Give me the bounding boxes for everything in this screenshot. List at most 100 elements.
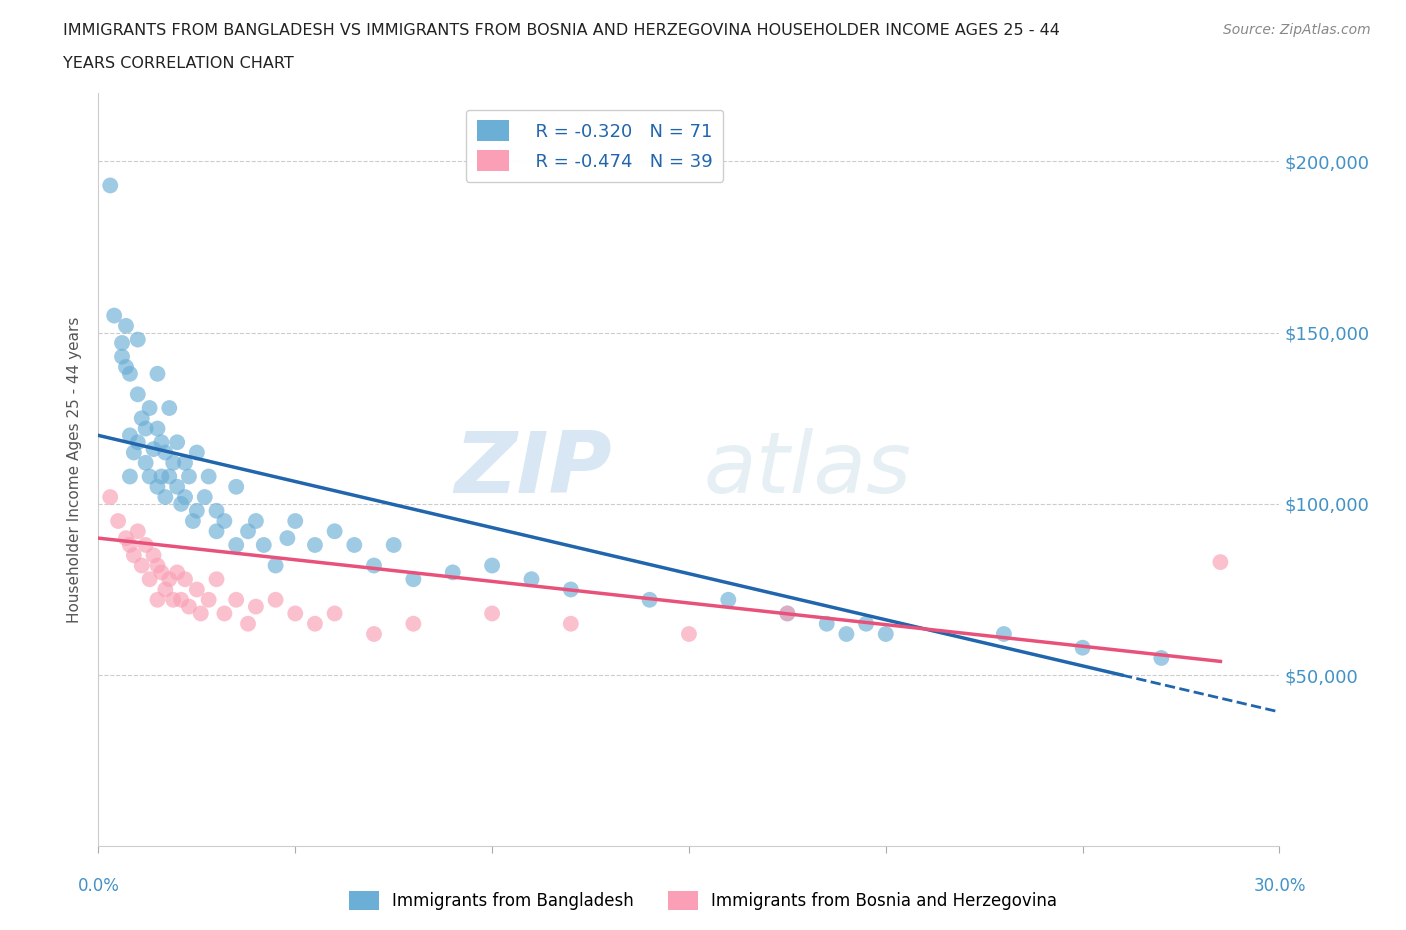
Point — [111, 336, 134, 351]
Point — [135, 456, 157, 471]
Point — [304, 538, 326, 552]
Text: 0.0%: 0.0% — [77, 877, 120, 895]
Point — [150, 435, 173, 450]
Point — [127, 435, 149, 450]
Point — [481, 558, 503, 573]
Point — [115, 318, 138, 333]
Point — [170, 497, 193, 512]
Point — [245, 599, 267, 614]
Point — [174, 489, 197, 504]
Point — [98, 489, 121, 504]
Point — [638, 592, 661, 607]
Point — [155, 489, 177, 504]
Point — [776, 606, 799, 621]
Point — [146, 366, 169, 381]
Point — [276, 531, 298, 546]
Point — [146, 479, 169, 494]
Point — [131, 558, 153, 573]
Point — [875, 627, 897, 642]
Point — [245, 513, 267, 528]
Point — [197, 592, 219, 607]
Point — [855, 617, 877, 631]
Point — [815, 617, 838, 631]
Point — [382, 538, 405, 552]
Point — [127, 332, 149, 347]
Point — [363, 558, 385, 573]
Point — [284, 606, 307, 621]
Point — [157, 469, 180, 484]
Point — [205, 503, 228, 518]
Point — [194, 489, 217, 504]
Point — [186, 445, 208, 460]
Text: YEARS CORRELATION CHART: YEARS CORRELATION CHART — [63, 56, 294, 71]
Point — [402, 572, 425, 587]
Point — [1071, 640, 1094, 655]
Point — [146, 592, 169, 607]
Point — [264, 592, 287, 607]
Text: atlas: atlas — [703, 428, 911, 512]
Point — [481, 606, 503, 621]
Text: IMMIGRANTS FROM BANGLADESH VS IMMIGRANTS FROM BOSNIA AND HERZEGOVINA HOUSEHOLDER: IMMIGRANTS FROM BANGLADESH VS IMMIGRANTS… — [63, 23, 1060, 38]
Point — [166, 435, 188, 450]
Point — [205, 572, 228, 587]
Point — [118, 538, 141, 552]
Point — [174, 456, 197, 471]
Point — [323, 606, 346, 621]
Point — [155, 445, 177, 460]
Point — [103, 308, 125, 323]
Point — [1209, 554, 1232, 569]
Point — [323, 524, 346, 538]
Point — [236, 617, 259, 631]
Point — [993, 627, 1015, 642]
Point — [363, 627, 385, 642]
Point — [181, 513, 204, 528]
Point — [214, 513, 236, 528]
Legend: Immigrants from Bangladesh, Immigrants from Bosnia and Herzegovina: Immigrants from Bangladesh, Immigrants f… — [343, 884, 1063, 917]
Point — [138, 469, 160, 484]
Point — [127, 524, 149, 538]
Point — [115, 531, 138, 546]
Point — [717, 592, 740, 607]
Point — [162, 456, 184, 471]
Text: 30.0%: 30.0% — [1253, 877, 1306, 895]
Point — [118, 428, 141, 443]
Point — [122, 445, 145, 460]
Point — [205, 524, 228, 538]
Point — [225, 538, 247, 552]
Point — [186, 503, 208, 518]
Point — [170, 592, 193, 607]
Point — [186, 582, 208, 597]
Point — [343, 538, 366, 552]
Text: Source: ZipAtlas.com: Source: ZipAtlas.com — [1223, 23, 1371, 37]
Point — [776, 606, 799, 621]
Point — [304, 617, 326, 631]
Point — [174, 572, 197, 587]
Text: ZIP: ZIP — [454, 428, 612, 512]
Point — [118, 469, 141, 484]
Y-axis label: Householder Income Ages 25 - 44 years: Householder Income Ages 25 - 44 years — [67, 316, 83, 623]
Point — [177, 599, 200, 614]
Point — [98, 178, 121, 193]
Point — [197, 469, 219, 484]
Point — [284, 513, 307, 528]
Point — [253, 538, 276, 552]
Point — [122, 548, 145, 563]
Point — [520, 572, 543, 587]
Point — [157, 401, 180, 416]
Point — [142, 442, 165, 457]
Point — [166, 565, 188, 579]
Point — [150, 565, 173, 579]
Point — [162, 592, 184, 607]
Point — [214, 606, 236, 621]
Point — [131, 411, 153, 426]
Point — [107, 513, 129, 528]
Point — [166, 479, 188, 494]
Point — [1150, 651, 1173, 666]
Point — [225, 479, 247, 494]
Point — [135, 421, 157, 436]
Point — [157, 572, 180, 587]
Point — [146, 558, 169, 573]
Point — [236, 524, 259, 538]
Point — [678, 627, 700, 642]
Point — [225, 592, 247, 607]
